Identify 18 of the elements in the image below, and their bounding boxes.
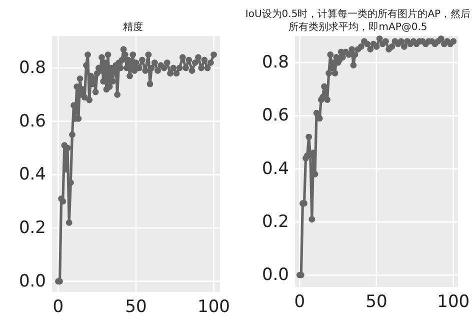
- y-tick-label: 0.2: [18, 218, 46, 238]
- y-tick-label: 0.8: [18, 58, 46, 78]
- x-tick-label: 50: [125, 297, 147, 317]
- x-tick-label: 100: [198, 297, 230, 317]
- y-tick-label: 0.8: [262, 52, 289, 73]
- y-tick-label: 0.6: [18, 111, 46, 132]
- y-tick-label: 0.2: [262, 212, 289, 232]
- x-tick-label: 50: [366, 292, 388, 312]
- x-tick-label: 0: [52, 297, 64, 317]
- y-tick-label: 0.4: [18, 164, 46, 185]
- x-tick-label: 0: [294, 292, 306, 312]
- y-tick-label: 0.0: [18, 271, 46, 292]
- y-tick-label: 0.0: [262, 265, 289, 286]
- y-tick-label: 0.6: [262, 106, 289, 126]
- x-tick-label: 100: [437, 292, 470, 312]
- chart-title: IoU设为0.5时，计算每一类的所有图片的AP，然后所有类别求平均，即mAP@0.5: [245, 8, 471, 33]
- chart-title: 精度: [123, 21, 143, 33]
- y-tick-label: 0.4: [262, 158, 289, 179]
